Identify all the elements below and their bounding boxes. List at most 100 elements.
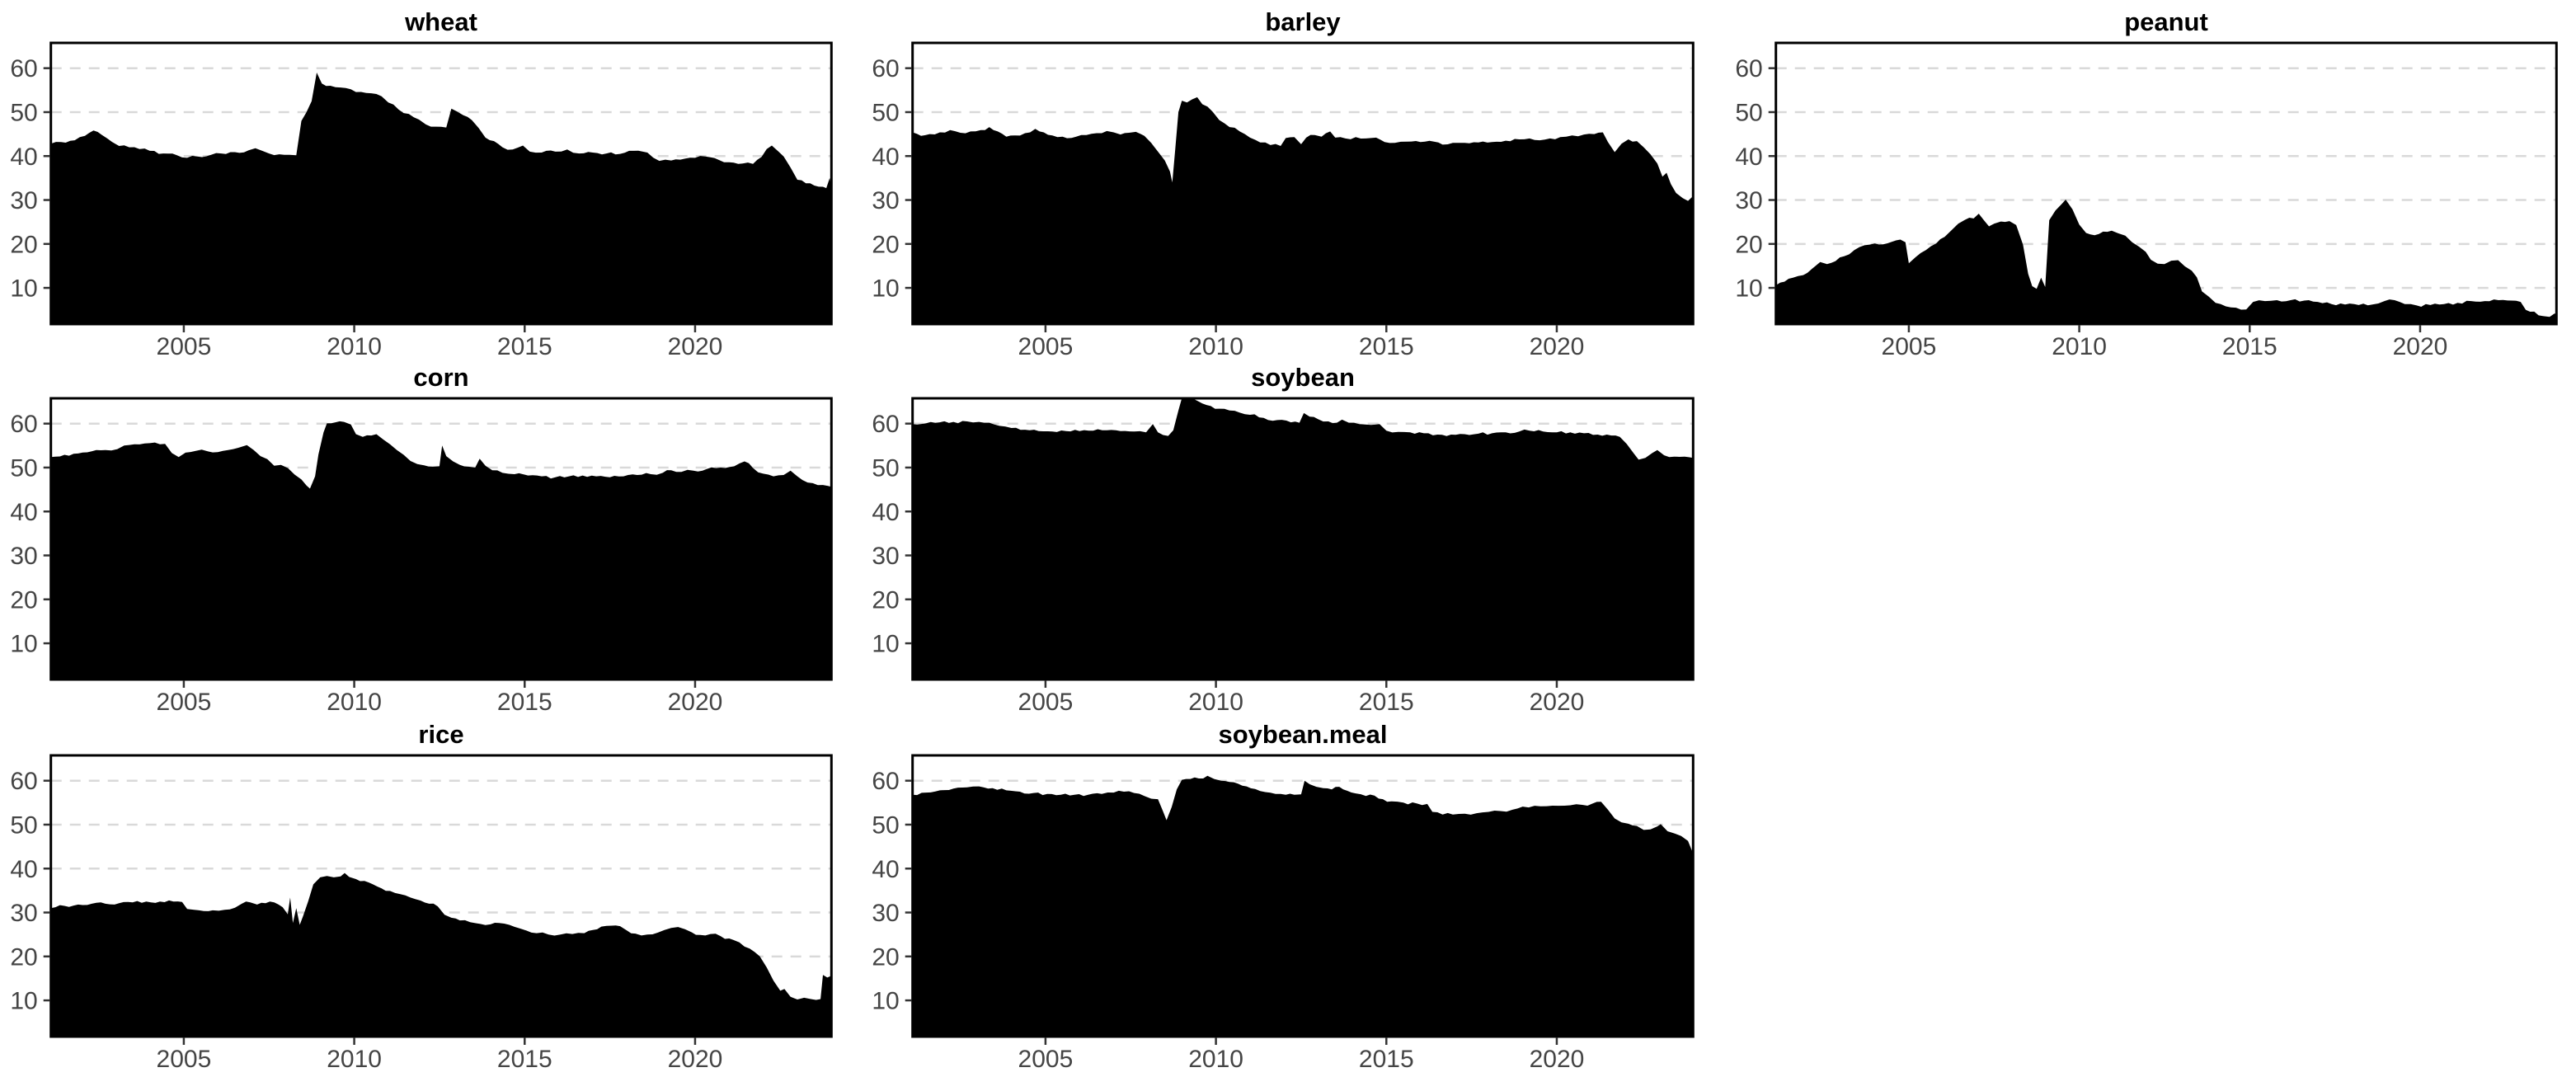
y-tick-label: 10 xyxy=(1735,275,1762,303)
x-tick-label: 2005 xyxy=(157,333,212,359)
y-tick-label: 10 xyxy=(872,988,899,1015)
y-tick-label: 40 xyxy=(1735,143,1762,171)
y-tick-label: 60 xyxy=(1735,55,1762,82)
x-tick-label: 2020 xyxy=(1530,333,1585,359)
panel-border xyxy=(49,754,833,1038)
x-tick-label: 2015 xyxy=(497,1046,552,1071)
y-tick-label: 50 xyxy=(1735,99,1762,126)
x-tick-label: 2005 xyxy=(1018,1046,1074,1071)
panel-border xyxy=(911,397,1695,681)
panel-title: soybean.meal xyxy=(1218,720,1387,749)
x-tick-label: 2015 xyxy=(497,333,552,359)
x-tick-label: 2010 xyxy=(1188,689,1243,714)
area-chart-svg: 10 20 30 40 50 60 2005 2010 2015 2020 rice xyxy=(10,720,833,1071)
x-tick-label: 2005 xyxy=(157,689,212,714)
area-fill-soybean-meal xyxy=(912,775,1694,1037)
y-tick-label: 20 xyxy=(872,231,899,258)
y-tick-label: 40 xyxy=(10,499,37,526)
chart-panel-soybean-meal: 10 20 30 40 50 60 2005 2010 2015 2020 soybean.meal xyxy=(862,713,1720,1071)
x-tick-label: 2015 xyxy=(2222,333,2278,359)
panel-border xyxy=(49,41,833,326)
y-tick-label: 20 xyxy=(872,943,899,971)
y-tick-label: 30 xyxy=(10,187,37,214)
y-tick-label: 10 xyxy=(872,275,899,303)
y-tick-label: 40 xyxy=(10,143,37,171)
y-tick-label: 30 xyxy=(872,900,899,927)
y-tick-label: 40 xyxy=(872,143,899,171)
panel-border xyxy=(911,41,1695,326)
y-tick-label: 20 xyxy=(10,943,37,971)
chart-panel-barley: 10 20 30 40 50 60 2005 2010 2015 2020 barley xyxy=(862,0,1720,359)
area-chart-svg: 10 20 30 40 50 60 2005 2010 2015 2020 wheat xyxy=(10,7,833,359)
y-tick-label: 50 xyxy=(872,99,899,126)
chart-panel-corn: 10 20 30 40 50 60 2005 2010 2015 2020 corn xyxy=(0,355,858,714)
y-tick-label: 50 xyxy=(872,454,899,482)
chart-panel-soybean: 10 20 30 40 50 60 2005 2010 2015 2020 soybean xyxy=(862,355,1720,714)
y-tick-label: 30 xyxy=(872,187,899,214)
area-fill-wheat xyxy=(50,73,832,324)
y-tick-label: 60 xyxy=(872,411,899,438)
x-tick-label: 2010 xyxy=(327,689,382,714)
panel-title: rice xyxy=(418,720,463,749)
x-tick-label: 2005 xyxy=(1018,689,1074,714)
x-tick-label: 2020 xyxy=(1530,1046,1585,1071)
area-chart-svg: 10 20 30 40 50 60 2005 2010 2015 2020 peanut xyxy=(1735,7,2558,359)
panel-title: wheat xyxy=(404,7,477,36)
x-tick-label: 2020 xyxy=(2393,333,2448,359)
area-chart-svg: 10 20 30 40 50 60 2005 2010 2015 2020 soybean xyxy=(872,363,1695,714)
area-fill-peanut xyxy=(1775,200,2557,324)
x-tick-label: 2010 xyxy=(327,333,382,359)
y-tick-label: 30 xyxy=(10,900,37,927)
x-tick-label: 2020 xyxy=(1530,689,1585,714)
y-tick-label: 20 xyxy=(10,586,37,614)
chart-panel-peanut: 10 20 30 40 50 60 2005 2010 2015 2020 peanut xyxy=(1725,0,2576,359)
y-tick-label: 10 xyxy=(10,631,37,658)
y-tick-label: 50 xyxy=(10,99,37,126)
x-tick-label: 2015 xyxy=(497,689,552,714)
y-tick-label: 60 xyxy=(10,411,37,438)
area-chart-svg: 10 20 30 40 50 60 2005 2010 2015 2020 soybean.meal xyxy=(872,720,1695,1071)
y-tick-label: 30 xyxy=(1735,187,1762,214)
panel-border xyxy=(1775,41,2558,326)
area-fill-barley xyxy=(912,96,1694,324)
panel-border xyxy=(911,754,1695,1038)
y-tick-label: 10 xyxy=(10,988,37,1015)
y-tick-label: 10 xyxy=(872,631,899,658)
x-tick-label: 2010 xyxy=(1188,1046,1243,1071)
x-tick-label: 2015 xyxy=(1359,689,1414,714)
panel-title: barley xyxy=(1265,7,1341,36)
area-fill-rice xyxy=(50,872,832,1037)
chart-panel-wheat: 10 20 30 40 50 60 2005 2010 2015 2020 wheat xyxy=(0,0,858,359)
y-tick-label: 60 xyxy=(10,768,37,795)
area-chart-svg: 10 20 30 40 50 60 2005 2010 2015 2020 barley xyxy=(872,7,1695,359)
y-tick-label: 40 xyxy=(872,856,899,883)
x-tick-label: 2020 xyxy=(668,333,723,359)
area-fill-soybean xyxy=(912,398,1694,680)
y-tick-label: 60 xyxy=(872,768,899,795)
x-tick-label: 2005 xyxy=(1882,333,1937,359)
x-tick-label: 2010 xyxy=(2052,333,2107,359)
x-tick-label: 2005 xyxy=(157,1046,212,1071)
y-tick-label: 60 xyxy=(10,55,37,82)
panel-title: soybean xyxy=(1251,363,1355,392)
y-tick-label: 40 xyxy=(872,499,899,526)
panel-title: corn xyxy=(413,363,468,392)
x-tick-label: 2010 xyxy=(327,1046,382,1071)
y-tick-label: 50 xyxy=(872,811,899,839)
y-tick-label: 20 xyxy=(10,231,37,258)
panel-border xyxy=(49,397,833,681)
y-tick-label: 30 xyxy=(872,543,899,570)
y-tick-label: 50 xyxy=(10,454,37,482)
area-fill-corn xyxy=(50,421,832,680)
x-tick-label: 2020 xyxy=(668,689,723,714)
y-tick-label: 20 xyxy=(872,586,899,614)
y-tick-label: 20 xyxy=(1735,231,1762,258)
area-chart-svg: 10 20 30 40 50 60 2005 2010 2015 2020 corn xyxy=(10,363,833,714)
y-tick-label: 30 xyxy=(10,543,37,570)
y-tick-label: 10 xyxy=(10,275,37,303)
y-tick-label: 40 xyxy=(10,856,37,883)
x-tick-label: 2020 xyxy=(668,1046,723,1071)
y-tick-label: 60 xyxy=(872,55,899,82)
chart-panel-rice: 10 20 30 40 50 60 2005 2010 2015 2020 rice xyxy=(0,713,858,1071)
